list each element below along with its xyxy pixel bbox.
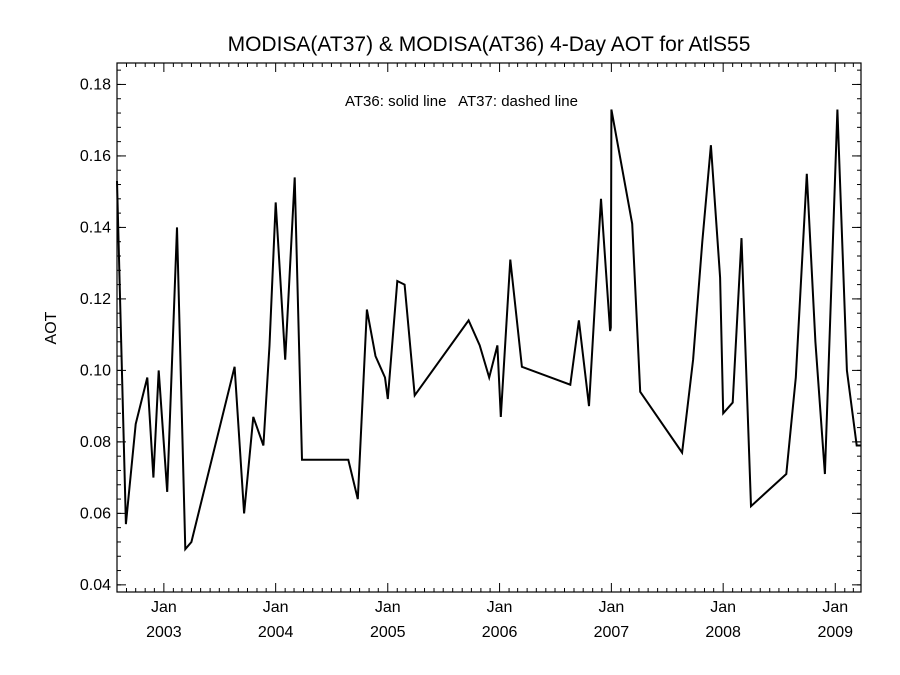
x-tick-month-label: Jan bbox=[263, 599, 289, 616]
plot-frame bbox=[116, 62, 862, 593]
y-tick-label: 0.18 bbox=[80, 76, 111, 93]
chart-title: MODISA(AT37) & MODISA(AT36) 4-Day AOT fo… bbox=[228, 33, 751, 56]
x-tick-year-label: 2006 bbox=[482, 624, 518, 641]
x-tick-month-label: Jan bbox=[710, 599, 736, 616]
y-axis-label: AOT bbox=[43, 311, 60, 344]
y-tick-label: 0.06 bbox=[80, 505, 111, 522]
x-tick-month-label: Jan bbox=[822, 599, 848, 616]
x-tick-month-label: Jan bbox=[487, 599, 513, 616]
x-tick-year-label: 2009 bbox=[817, 624, 853, 641]
axis-tick-labels: 0.04 0.06 0.08 0.10 0.12 0.14 0.16 0.18 Jan 2003 J… bbox=[80, 76, 853, 641]
x-tick-year-label: 2005 bbox=[370, 624, 406, 641]
y-tick-label: 0.04 bbox=[80, 577, 111, 594]
x-tick-year-label: 2003 bbox=[146, 624, 182, 641]
x-tick-month-label: Jan bbox=[151, 599, 177, 616]
y-tick-label: 0.10 bbox=[80, 362, 111, 379]
series-layer bbox=[116, 109, 861, 552]
y-tick-label: 0.14 bbox=[80, 219, 111, 236]
series-annotation: AT36: solid line AT37: dashed line bbox=[345, 93, 578, 110]
y-tick-label: 0.16 bbox=[80, 148, 111, 165]
series-line-at36 bbox=[116, 109, 861, 552]
y-tick-label: 0.08 bbox=[80, 434, 111, 451]
x-tick-year-label: 2007 bbox=[594, 624, 630, 641]
y-tick-label: 0.12 bbox=[80, 291, 111, 308]
x-tick-month-label: Jan bbox=[598, 599, 624, 616]
axis-ticks bbox=[116, 63, 861, 592]
x-tick-year-label: 2008 bbox=[705, 624, 741, 641]
x-tick-month-label: Jan bbox=[375, 599, 401, 616]
x-tick-year-label: 2004 bbox=[258, 624, 294, 641]
